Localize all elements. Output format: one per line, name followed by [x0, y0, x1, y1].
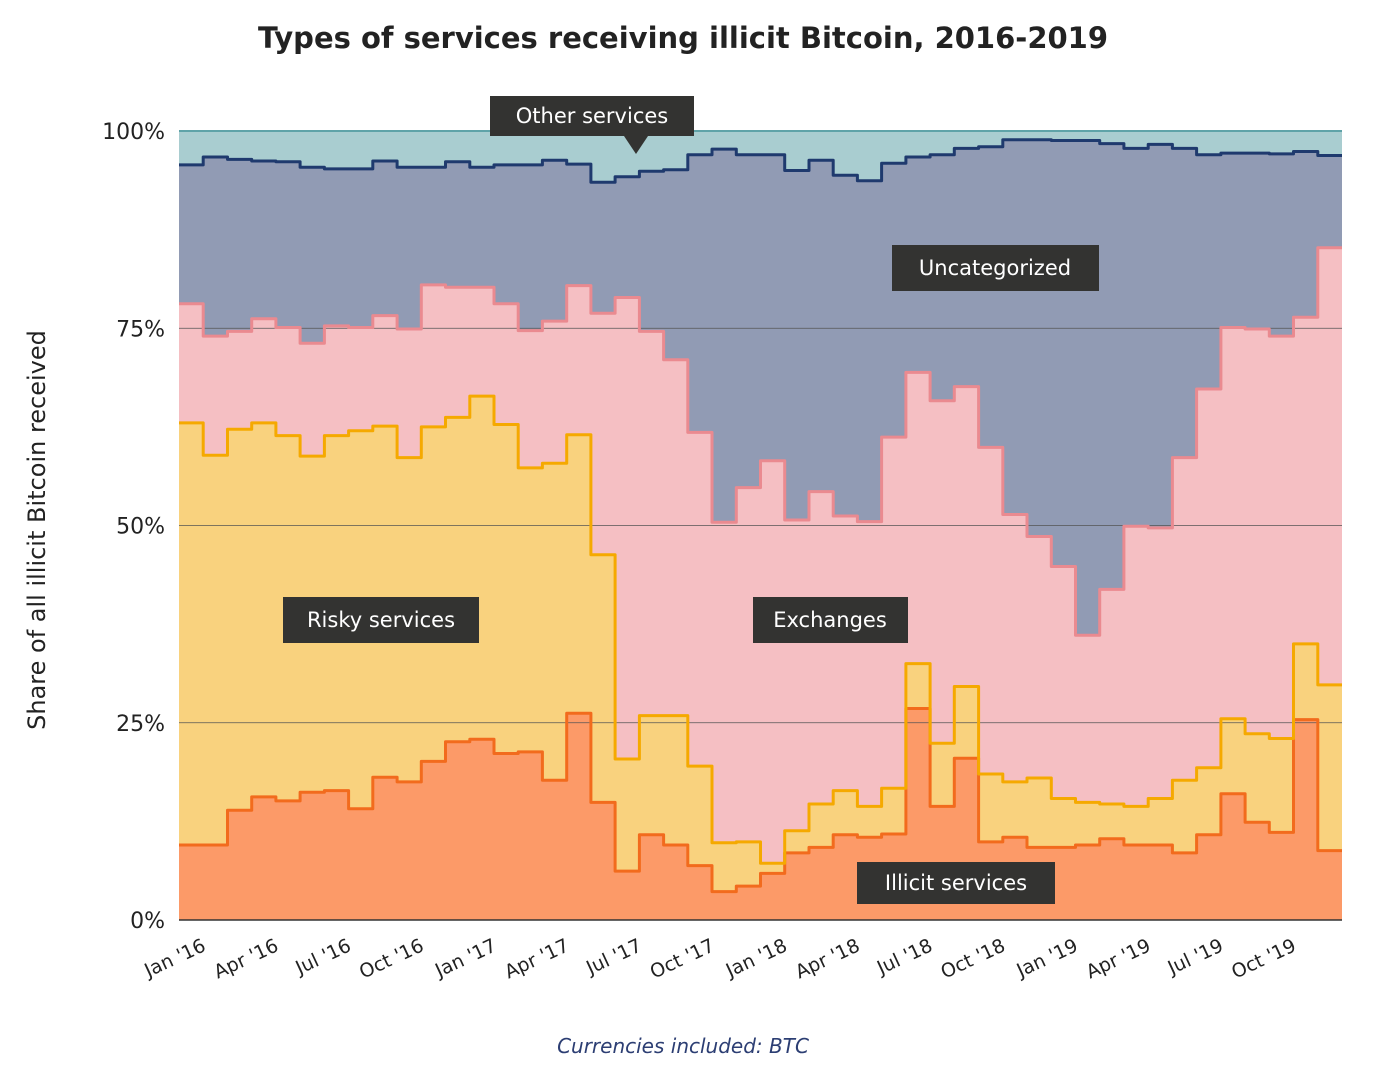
label-risky-services: Risky services — [283, 597, 479, 643]
label-text: Exchanges — [773, 608, 887, 632]
line-risky-services — [179, 394, 1342, 865]
x-tick-label: Jul '19 — [1164, 935, 1227, 980]
x-tick-label: Oct '18 — [937, 935, 1008, 984]
x-tick-label: Jan '19 — [1012, 935, 1081, 983]
x-tick-label: Apr '16 — [211, 935, 282, 984]
label-illicit-services: Illicit services — [857, 862, 1055, 904]
x-tick-label: Jan '16 — [140, 935, 209, 983]
label-text: Risky services — [307, 608, 455, 632]
x-tick-label: Jul '16 — [291, 935, 354, 980]
x-axis-ticks: Jan '16 Apr '16 Jul '16 Oct '16 Jan '17 Apr '… — [140, 935, 1299, 984]
x-tick-label: Apr '19 — [1083, 935, 1154, 984]
y-tick-label: 75% — [116, 317, 165, 342]
x-tick-label: Jul '18 — [873, 935, 936, 980]
y-tick-label: 50% — [116, 515, 165, 540]
y-axis-ticks: 0% 25% 50% 75% 100% — [102, 120, 165, 934]
x-tick-label: Jan '18 — [722, 935, 791, 983]
x-tick-label: Oct '16 — [356, 935, 427, 984]
label-pointer — [624, 136, 648, 154]
y-axis-label: Share of all illicit Bitcoin received — [23, 330, 51, 730]
x-tick-label: Jul '17 — [582, 935, 645, 980]
label-exchanges: Exchanges — [753, 597, 908, 643]
series-lines — [179, 138, 1342, 921]
x-tick-label: Apr '17 — [501, 935, 572, 984]
y-tick-label: 25% — [116, 712, 165, 737]
line-uncategorized — [179, 138, 1342, 184]
label-text: Illicit services — [885, 871, 1027, 895]
footer-note: Currencies included: BTC — [557, 1034, 809, 1058]
chart-title: Types of services receiving illicit Bitc… — [258, 21, 1108, 55]
label-text: Uncategorized — [919, 256, 1071, 280]
label-text: Other services — [516, 104, 668, 128]
x-tick-label: Oct '19 — [1228, 935, 1299, 984]
y-tick-label: 0% — [130, 909, 165, 934]
band-other-services — [179, 131, 1342, 183]
label-uncategorized: Uncategorized — [892, 245, 1099, 291]
y-tick-label: 100% — [102, 120, 165, 145]
x-tick-label: Jan '17 — [431, 935, 500, 983]
x-tick-label: Oct '17 — [647, 935, 718, 984]
line-exchanges — [179, 246, 1342, 637]
band-risky-services — [179, 396, 1342, 892]
label-other-services: Other services — [490, 96, 694, 154]
x-tick-label: Apr '18 — [792, 935, 863, 984]
line-illicit-services — [179, 707, 1342, 894]
